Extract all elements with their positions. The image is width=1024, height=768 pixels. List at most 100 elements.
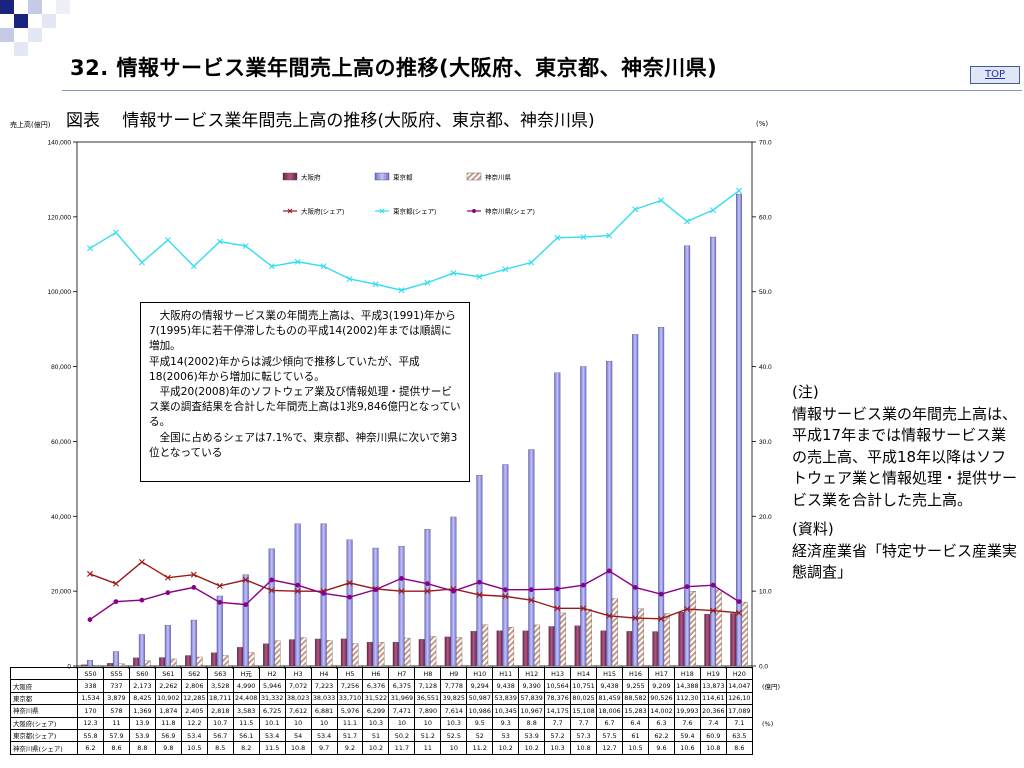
table-value-cell: 10.5: [180, 741, 208, 755]
bar-大阪府: [366, 641, 373, 667]
table-category-cell: H17: [647, 666, 675, 681]
point-神奈川県(シェア): [684, 584, 690, 590]
table-value-cell: 10,986: [466, 704, 494, 718]
point-神奈川県(シェア): [502, 587, 508, 593]
bar-神奈川県: [326, 640, 333, 667]
table-value-cell: 19,993: [673, 704, 701, 718]
table-value-cell: 18,006: [596, 704, 624, 718]
table-value-cell: 6,725: [258, 704, 286, 718]
bar-大阪府: [107, 663, 114, 667]
table-row: 東京都(シェア) 55.8 57.9 53.9 56.9 53.4 56.7 56.1 53.4…: [10, 728, 753, 743]
point-大阪府(シェア): [606, 612, 613, 619]
point-大阪府(シェア): [164, 574, 171, 581]
table-value-cell: 7,890: [414, 704, 442, 718]
table-value-cell: 10,564: [544, 679, 572, 693]
legend-swatch: [466, 172, 482, 181]
table-value-cell: 10.7: [206, 716, 234, 730]
y2-axis-tick-label: 30.0: [759, 439, 772, 446]
y-axis-tick-label: 120,000: [48, 214, 72, 221]
table-value-cell: 61: [622, 728, 649, 743]
y2-axis-tick-label: 40.0: [759, 364, 772, 371]
table-value-cell: 2,818: [206, 704, 234, 718]
table-value-cell: 10,345: [492, 704, 520, 718]
y2-axis-tick-label: 10.0: [759, 589, 772, 596]
bar-東京都: [164, 625, 171, 667]
point-神奈川県(シェア): [321, 590, 327, 596]
bar-大阪府: [652, 631, 659, 667]
bar-東京都: [216, 595, 223, 667]
table-value-cell: 56.1: [232, 728, 260, 743]
top-link-button[interactable]: TOP: [970, 66, 1020, 84]
table-value-cell: 9.8: [154, 741, 182, 755]
table-value-cell: 4,990: [232, 679, 260, 693]
point-神奈川県(シェア): [165, 590, 171, 596]
table-value-cell: 7.7: [544, 716, 572, 730]
bar-神奈川県: [378, 642, 385, 667]
table-value-cell: 10.3: [362, 716, 390, 730]
table-row-header: 東京都(シェア): [10, 728, 78, 743]
series-line-大阪府(シェア): [89, 561, 740, 620]
point-東京都(シェア): [554, 234, 561, 241]
table-unit-share: (%): [762, 720, 774, 728]
point-神奈川県(シェア): [373, 587, 378, 593]
table-row-header: 神奈川県: [10, 704, 78, 718]
table-value-cell: 56.7: [206, 728, 234, 743]
table-value-cell: 6,375: [388, 679, 416, 693]
table-value-cell: 7,223: [310, 679, 338, 693]
point-東京都(シェア): [424, 279, 431, 286]
table-value-cell: 9,390: [518, 679, 546, 693]
bar-神奈川県: [352, 643, 359, 667]
annotation-line: 全国に占めるシェアは7.1%で、東京都、神奈川県に次いで第3位となっている: [149, 431, 458, 459]
bar-神奈川県: [715, 589, 722, 667]
point-東京都(シェア): [268, 263, 275, 270]
table-value-cell: 5,946: [258, 679, 286, 693]
decor-square: [14, 14, 28, 28]
table-value-cell: 50.2: [388, 728, 416, 743]
page-title: 32. 情報サービス業年間売上高の推移(大阪府、東京都、神奈川県): [70, 56, 718, 80]
table-value-cell: 6.2: [77, 741, 104, 755]
table-value-cell: 57.3: [570, 728, 598, 743]
bar-神奈川県: [274, 640, 281, 667]
table-value-cell: 13,873: [699, 679, 727, 693]
table-value-cell: 57,839: [518, 691, 546, 706]
point-神奈川県(シェア): [139, 597, 145, 603]
bar-大阪府: [730, 613, 737, 667]
annotation-box: 大阪府の情報サービス業の年間売上高は、平成3(1991)年から7(1995)年に…: [140, 302, 470, 482]
bar-大阪府: [704, 613, 711, 667]
point-神奈川県(シェア): [217, 599, 223, 605]
table-value-cell: 2,405: [180, 704, 208, 718]
y-axis-tick-label: 80,000: [51, 364, 71, 371]
table-value-cell: 5,976: [336, 704, 364, 718]
right-axis-unit: (%): [756, 120, 769, 128]
bar-神奈川県: [404, 637, 411, 667]
bar-東京都: [294, 523, 301, 667]
point-大阪府(シェア): [398, 588, 405, 595]
chart-title: 図表 情報サービス業年間売上高の推移(大阪府、東京都、神奈川県): [66, 111, 595, 131]
table-value-cell: 3,528: [206, 679, 234, 693]
point-東京都(シェア): [580, 234, 587, 241]
bar-大阪府: [678, 611, 685, 667]
table-value-cell: 14,047: [725, 679, 753, 693]
bar-神奈川県: [300, 637, 307, 667]
table-value-cell: 52: [466, 728, 494, 743]
table-value-cell: 6.3: [647, 716, 675, 730]
point-大阪府(シェア): [476, 591, 483, 598]
bar-大阪府: [340, 638, 347, 667]
bar-東京都: [242, 574, 249, 667]
bar-東京都: [658, 327, 665, 667]
table-value-cell: 10,967: [518, 704, 546, 718]
legend-marker: [472, 209, 476, 213]
table-value-cell: 10,902: [154, 691, 182, 706]
table-value-cell: 6,299: [362, 704, 390, 718]
table-value-cell: 6.4: [622, 716, 649, 730]
point-神奈川県(シェア): [606, 568, 612, 574]
point-東京都(シェア): [684, 218, 691, 225]
table-value-cell: 90,526: [647, 691, 675, 706]
point-大阪府(シェア): [216, 582, 223, 589]
table-value-cell: 9.7: [310, 741, 338, 755]
table-row: 東京都 1,534 3,879 8,425 10,902 12,285 18,711 24,4…: [10, 691, 753, 706]
table-value-cell: 18,711: [206, 691, 234, 706]
point-大阪府(シェア): [112, 580, 119, 587]
bar-大阪府: [392, 641, 399, 667]
point-東京都(シェア): [216, 238, 223, 245]
